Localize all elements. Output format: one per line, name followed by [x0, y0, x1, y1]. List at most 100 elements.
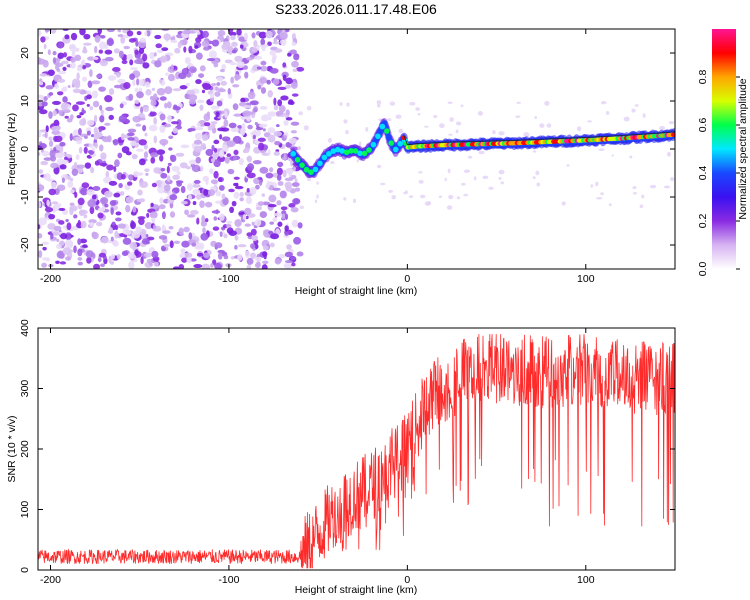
noise-speckle [157, 185, 166, 194]
noise-speckle [498, 131, 505, 136]
noise-speckle [98, 86, 106, 92]
noise-speckle [265, 30, 273, 39]
noise-speckle [213, 139, 220, 145]
noise-speckle [262, 260, 269, 265]
noise-speckle [184, 57, 191, 65]
noise-speckle [114, 230, 119, 239]
noise-speckle [279, 190, 287, 199]
noise-speckle [409, 101, 416, 106]
noise-speckle [291, 219, 299, 228]
noise-speckle [277, 99, 283, 107]
noise-speckle [134, 249, 139, 256]
noise-speckle [203, 46, 210, 51]
ridge-blob [375, 133, 381, 140]
noise-speckle [460, 104, 464, 108]
spectrogram-x-axis: -200 -100 0 100 [40, 29, 595, 285]
noise-speckle [82, 65, 86, 70]
noise-speckle [226, 140, 236, 148]
noise-speckle [213, 170, 219, 179]
noise-speckle [128, 174, 134, 181]
noise-speckle [463, 169, 471, 173]
noise-speckle [98, 252, 107, 258]
noise-speckle [266, 79, 271, 85]
noise-speckle [148, 261, 153, 266]
noise-speckle [52, 51, 57, 56]
noise-speckle [278, 254, 286, 259]
noise-speckle [92, 100, 100, 108]
noise-speckle [154, 60, 162, 68]
noise-speckle [105, 170, 110, 179]
noise-speckle [94, 160, 100, 166]
noise-speckle [142, 53, 148, 62]
y-tick-label: 10 [19, 95, 31, 107]
noise-speckle [155, 43, 163, 49]
noise-speckle [98, 144, 104, 152]
noise-speckle [291, 60, 299, 68]
noise-speckle [243, 32, 249, 41]
noise-speckle [71, 168, 79, 176]
noise-speckle [99, 115, 105, 123]
noise-speckle [270, 233, 280, 240]
noise-speckle [70, 56, 76, 63]
noise-speckle [159, 79, 163, 84]
noise-speckle [292, 68, 298, 72]
noise-speckle [167, 73, 175, 82]
noise-speckle [156, 49, 164, 54]
noise-speckle [258, 179, 263, 186]
noise-speckle [108, 255, 112, 264]
noise-speckle [62, 96, 68, 103]
noise-speckle [134, 59, 143, 65]
noise-speckle [463, 193, 469, 197]
noise-speckle [142, 106, 149, 112]
noise-speckle [208, 168, 214, 174]
noise-speckle [226, 223, 232, 228]
noise-speckle [151, 182, 158, 188]
noise-speckle [498, 176, 502, 180]
noise-speckle [217, 127, 226, 132]
noise-speckle [253, 55, 263, 60]
colorbar-label: Normalized spectral amplitude [737, 78, 749, 219]
noise-speckle [52, 110, 57, 117]
noise-speckle [61, 159, 69, 164]
noise-speckle [161, 47, 169, 52]
noise-speckle [49, 149, 56, 158]
noise-speckle [53, 166, 60, 175]
noise-speckle [121, 250, 129, 257]
noise-speckle [228, 122, 237, 129]
noise-speckle [152, 224, 157, 230]
noise-speckle [83, 146, 88, 154]
noise-speckle [267, 127, 276, 134]
noise-speckle [87, 56, 95, 61]
noise-speckle [224, 110, 228, 119]
noise-speckle [185, 82, 190, 87]
spectrogram-noise-speckle [38, 29, 675, 269]
noise-speckle [492, 130, 496, 135]
noise-speckle [221, 63, 226, 71]
noise-speckle [231, 200, 237, 207]
noise-speckle [389, 101, 396, 106]
noise-speckle [93, 132, 100, 140]
noise-speckle [173, 187, 180, 194]
noise-speckle [97, 207, 106, 212]
noise-speckle [634, 104, 639, 107]
noise-speckle [59, 141, 66, 147]
noise-speckle [314, 199, 318, 204]
noise-speckle [236, 29, 242, 36]
noise-speckle [234, 74, 242, 80]
noise-speckle [83, 42, 92, 46]
noise-speckle [259, 166, 269, 174]
noise-speckle [282, 169, 287, 178]
ridge-blob [388, 140, 395, 146]
ridge-blob [312, 166, 319, 173]
noise-speckle [284, 225, 289, 232]
noise-speckle [217, 177, 223, 182]
noise-speckle [136, 198, 145, 203]
noise-speckle [213, 159, 221, 168]
noise-speckle [424, 125, 429, 128]
noise-speckle [54, 135, 63, 143]
noise-speckle [159, 197, 164, 204]
noise-speckle [135, 39, 139, 47]
noise-speckle [273, 104, 279, 111]
noise-speckle [241, 122, 246, 131]
noise-speckle [180, 144, 190, 149]
